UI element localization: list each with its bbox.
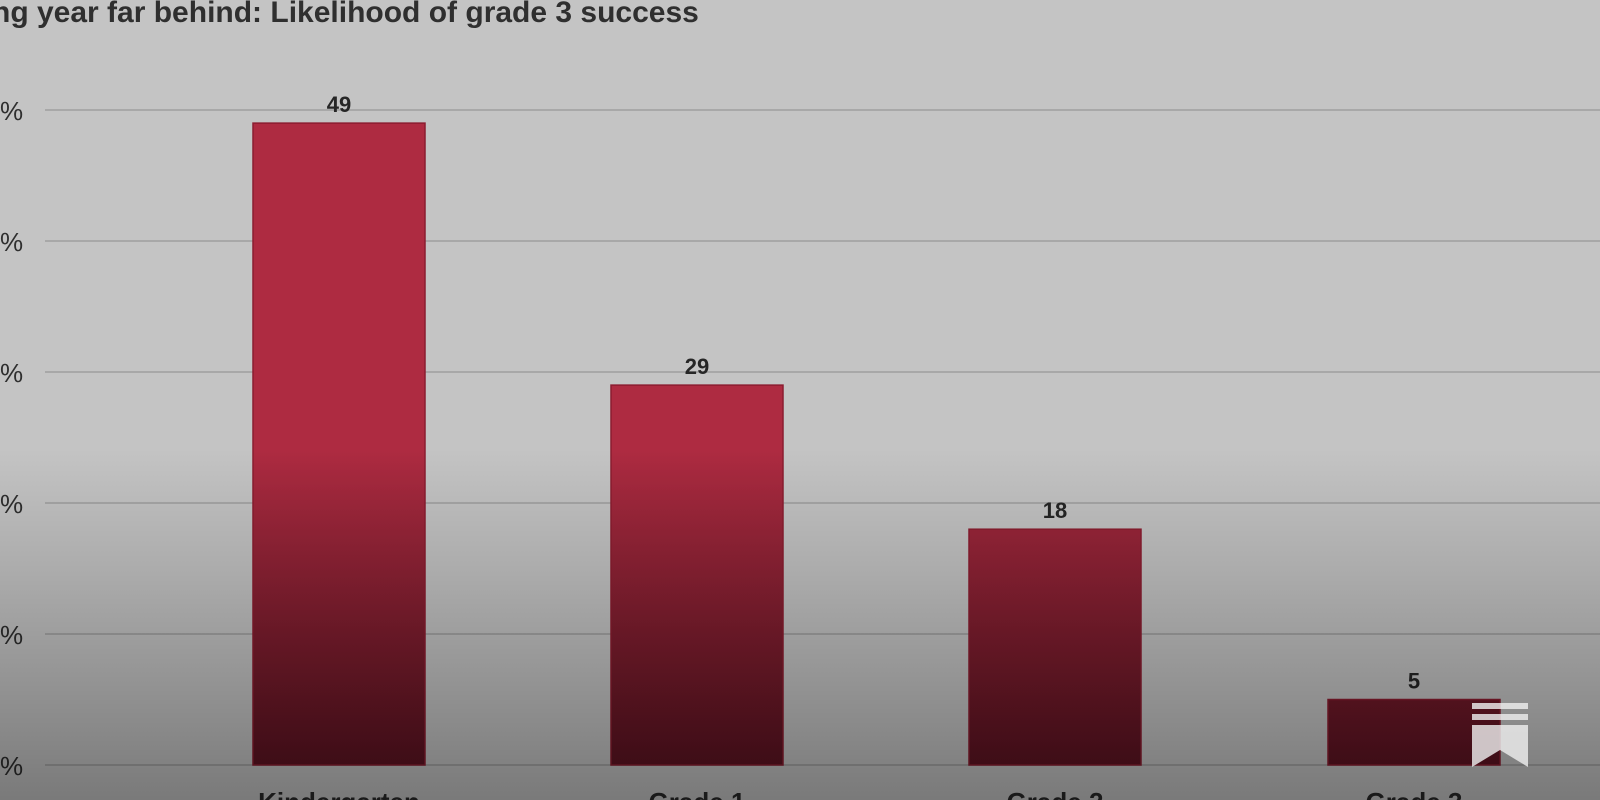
bar	[610, 384, 784, 766]
y-tick-label: %	[0, 751, 23, 781]
bar-value-label: 29	[685, 354, 709, 379]
bar-value-label: 18	[1043, 498, 1067, 523]
y-tick-label: %	[0, 489, 23, 519]
bar	[968, 528, 1142, 766]
y-tick-label: %	[0, 96, 23, 126]
y-tick-label: %	[0, 227, 23, 257]
category-label: Kindergarten	[258, 787, 420, 800]
y-tick-label: %	[0, 620, 23, 650]
bar	[252, 122, 426, 766]
category-label: Grade 1	[649, 787, 746, 800]
bar-value-label: 49	[327, 92, 351, 117]
category-label: Grade 3	[1366, 787, 1463, 800]
category-label: Grade 2	[1007, 787, 1104, 800]
chart-title: ng year far behind: Likelihood of grade …	[0, 0, 699, 29]
y-tick-label: %	[0, 358, 23, 388]
bookmark-icon[interactable]	[1472, 703, 1528, 767]
bar-value-label: 5	[1408, 669, 1420, 694]
